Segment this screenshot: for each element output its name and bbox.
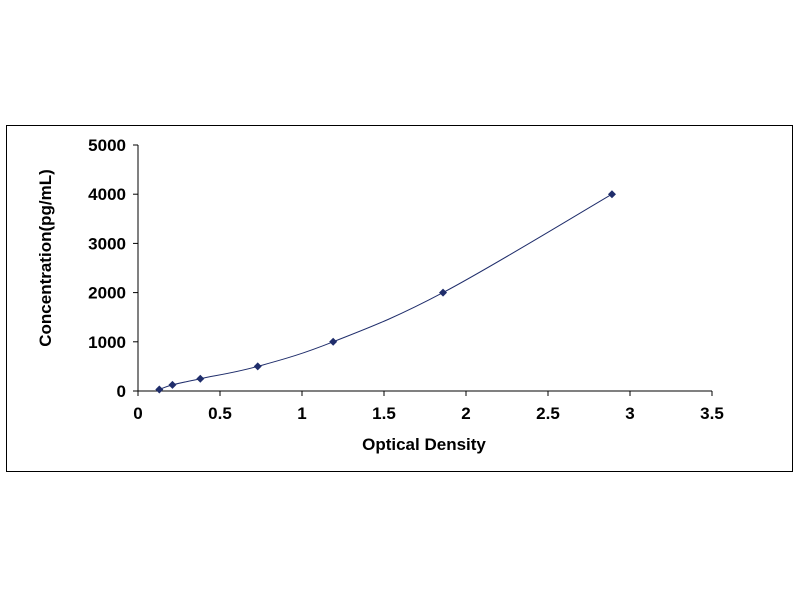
y-axis-title: Concentration(pg/mL) xyxy=(36,169,55,347)
data-point-2 xyxy=(196,374,205,383)
plot-area xyxy=(133,144,713,396)
data-point-3 xyxy=(253,362,262,371)
x-tick-label-1.5: 1.5 xyxy=(372,404,396,423)
y-tick-label-0: 0 xyxy=(117,382,126,401)
x-tick-label-2: 2 xyxy=(461,404,470,423)
y-tick-label-3000: 3000 xyxy=(88,234,126,253)
x-tick-label-3: 3 xyxy=(625,404,634,423)
data-point-5 xyxy=(439,288,448,297)
y-tick-label-5000: 5000 xyxy=(88,136,126,155)
chart-frame xyxy=(6,125,793,472)
fit-curve-line xyxy=(159,193,613,390)
y-tick-label-1000: 1000 xyxy=(88,333,126,352)
data-point-0 xyxy=(155,385,164,394)
y-tick-label-2000: 2000 xyxy=(88,284,126,303)
x-axis-title: Optical Density xyxy=(362,435,486,454)
x-tick-label-0: 0 xyxy=(133,404,142,423)
y-tick-label-4000: 4000 xyxy=(88,185,126,204)
x-tick-label-0.5: 0.5 xyxy=(208,404,232,423)
x-tick-label-2.5: 2.5 xyxy=(536,404,560,423)
data-point-4 xyxy=(329,337,338,346)
data-point-6 xyxy=(607,190,616,199)
x-tick-label-1: 1 xyxy=(297,404,306,423)
x-tick-label-3.5: 3.5 xyxy=(700,404,724,423)
data-point-1 xyxy=(168,380,177,389)
